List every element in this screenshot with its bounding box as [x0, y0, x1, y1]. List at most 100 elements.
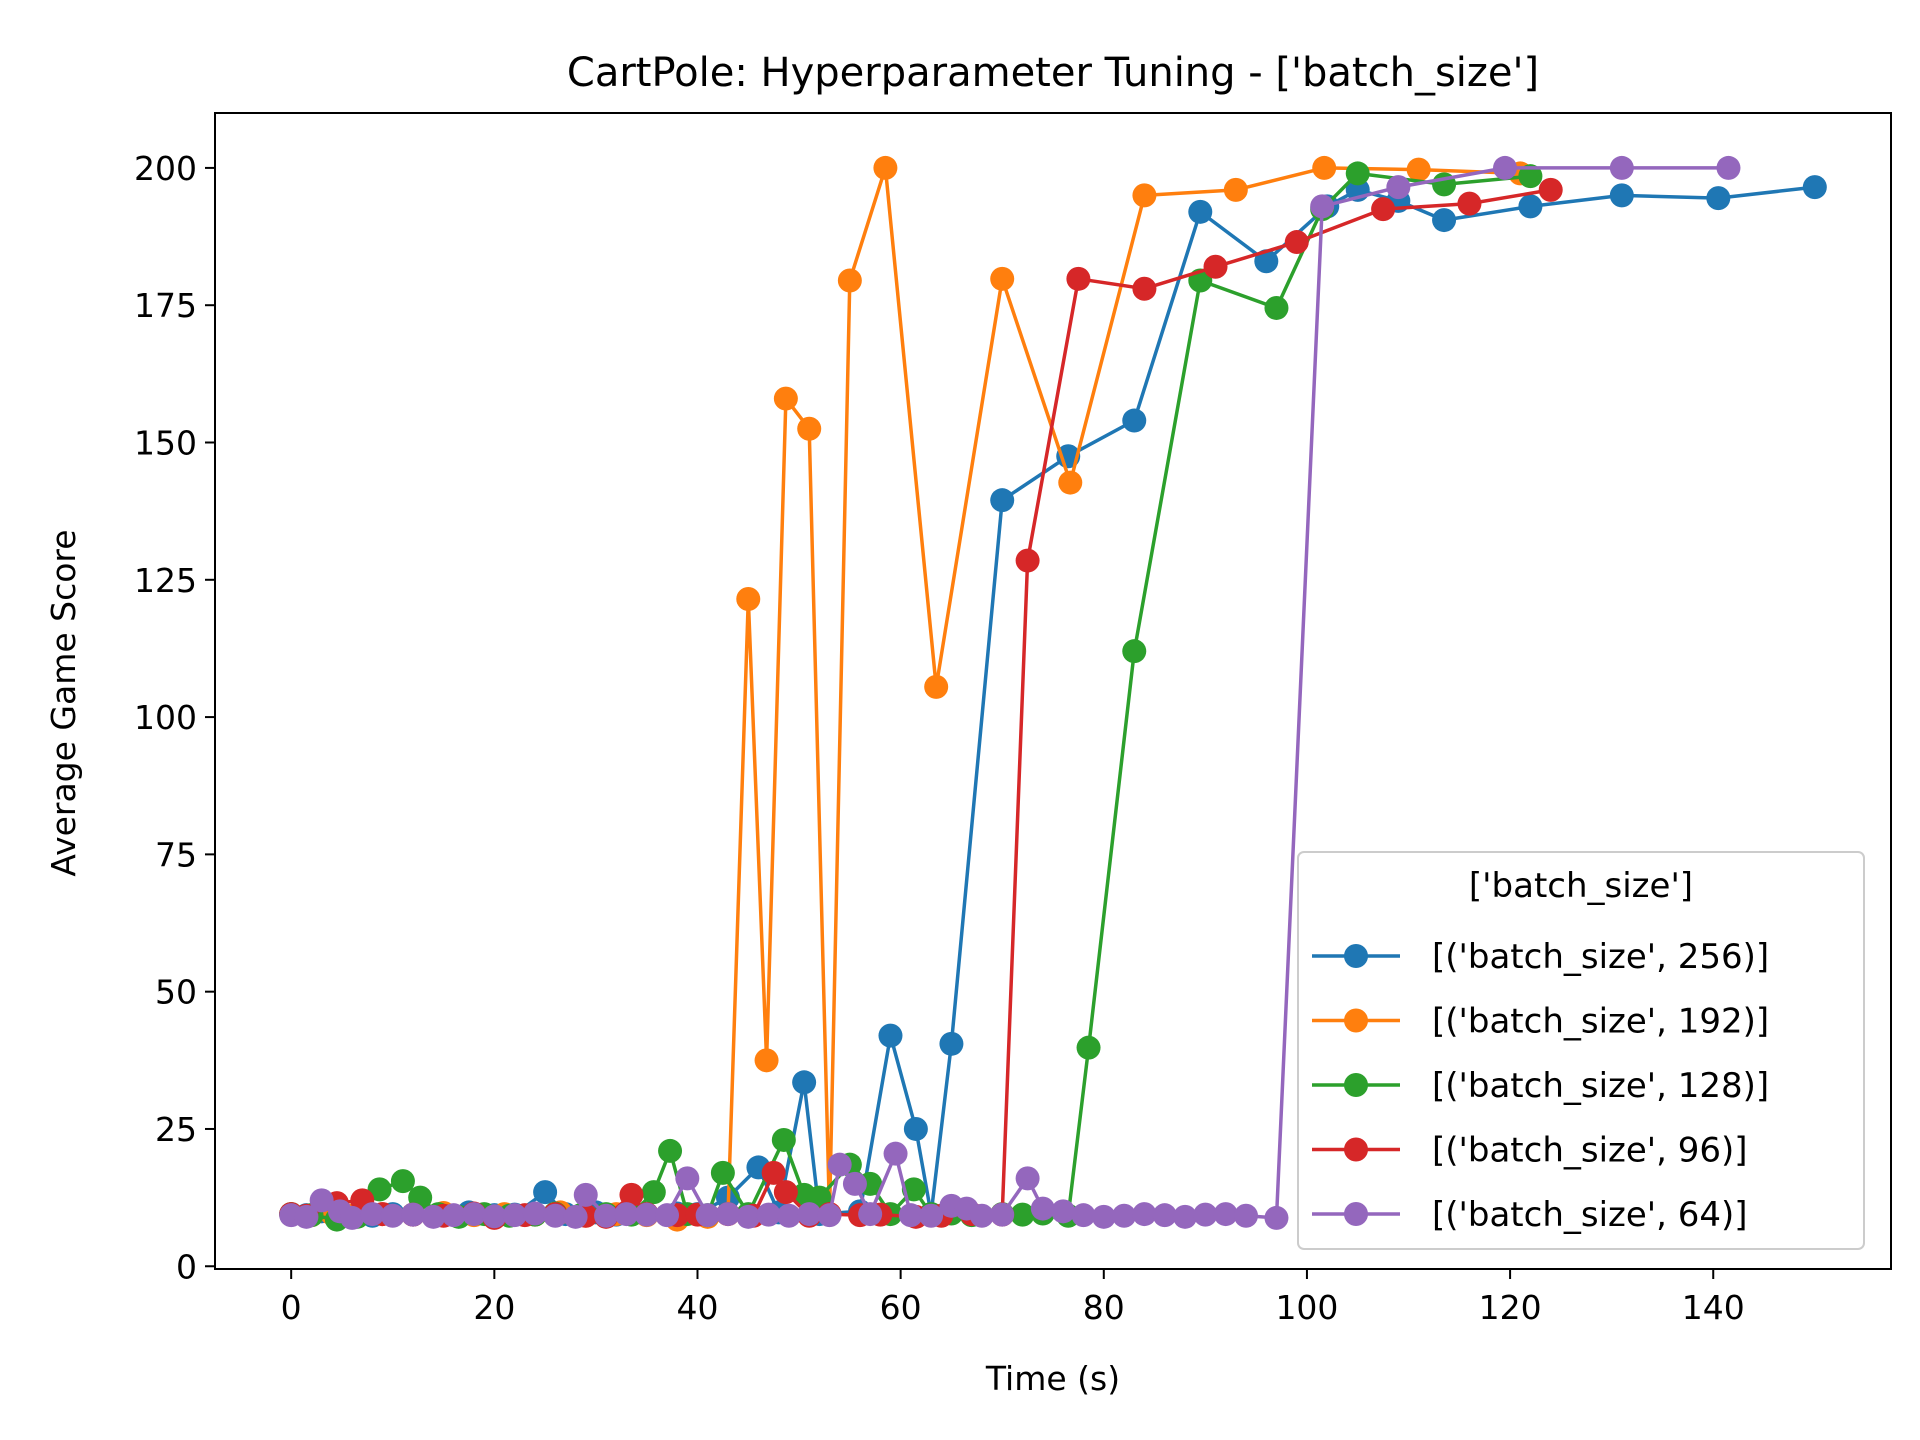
x-axis-label: Time (s)	[985, 1359, 1120, 1398]
data-point	[1066, 266, 1091, 291]
data-point	[1058, 470, 1083, 495]
data-point	[1132, 1202, 1157, 1227]
data-point	[797, 416, 822, 441]
data-point	[1518, 194, 1543, 219]
data-point	[309, 1188, 334, 1213]
data-point	[883, 1141, 908, 1166]
data-point	[990, 1202, 1015, 1227]
data-point	[1264, 1205, 1289, 1230]
data-point	[641, 1180, 666, 1205]
data-point	[1706, 186, 1731, 211]
x-tick-label: 60	[880, 1288, 922, 1327]
legend-marker	[1344, 1137, 1368, 1162]
data-point	[1188, 199, 1213, 224]
data-point	[390, 1169, 415, 1194]
data-point	[441, 1203, 466, 1228]
data-point	[919, 1203, 944, 1228]
data-point	[1076, 1035, 1101, 1060]
data-point	[367, 1177, 392, 1202]
x-tick-label: 100	[1275, 1288, 1338, 1327]
legend-label: [('batch_size', 256)]	[1432, 937, 1769, 977]
legend-box	[1297, 851, 1865, 1250]
data-point	[594, 1203, 619, 1228]
data-point	[340, 1205, 365, 1230]
data-point	[710, 1160, 735, 1185]
data-point	[842, 1171, 867, 1196]
data-point	[754, 1048, 779, 1073]
data-point	[736, 587, 761, 612]
data-point	[797, 1202, 822, 1227]
data-point	[533, 1180, 558, 1205]
data-point	[990, 266, 1015, 291]
y-tick-label: 25	[155, 1110, 197, 1149]
data-point	[1493, 155, 1518, 180]
data-point	[401, 1202, 426, 1227]
x-tick-label: 120	[1479, 1288, 1542, 1327]
y-tick-label: 75	[155, 835, 197, 874]
plot-frame	[214, 112, 1892, 1270]
data-point	[1371, 197, 1396, 222]
data-point	[873, 155, 898, 180]
data-point	[1030, 1196, 1055, 1221]
data-point	[1406, 157, 1431, 182]
legend: ['batch_size'] [('batch_size', 256)][('b…	[1297, 851, 1865, 1250]
data-point	[1716, 155, 1741, 180]
data-point	[827, 1152, 852, 1177]
data-point	[522, 1201, 547, 1226]
data-point	[1122, 408, 1147, 433]
x-tick-label: 0	[281, 1288, 302, 1327]
data-point	[858, 1202, 883, 1227]
data-point	[502, 1203, 527, 1228]
data-point	[1112, 1203, 1137, 1228]
x-axis-ticks: 0 20 40 60 80 100 120 140	[281, 1269, 1745, 1327]
data-point	[901, 1177, 926, 1202]
plot-area	[279, 155, 1827, 1232]
y-tick-label: 150	[134, 424, 197, 463]
data-point	[756, 1202, 781, 1227]
data-point	[658, 1138, 683, 1163]
data-point	[1609, 183, 1634, 208]
data-point	[573, 1182, 598, 1207]
data-point	[619, 1182, 644, 1207]
data-point	[462, 1202, 487, 1227]
data-point	[675, 1166, 700, 1191]
data-point	[294, 1204, 319, 1229]
data-point	[1386, 175, 1411, 200]
data-point	[1051, 1199, 1076, 1224]
data-point	[1132, 276, 1157, 301]
data-point	[1345, 161, 1370, 186]
legend-marker	[1344, 1202, 1368, 1226]
data-point	[1132, 183, 1157, 208]
data-point	[903, 1116, 928, 1141]
data-point	[898, 1203, 923, 1228]
y-tick-label: 125	[134, 561, 197, 600]
data-point	[1015, 548, 1040, 573]
data-point	[634, 1202, 659, 1227]
chart-title: CartPole: Hyperparameter Tuning - ['batc…	[567, 50, 1539, 96]
data-point	[773, 386, 798, 411]
legend-marker	[1344, 944, 1368, 968]
legend-marker	[1344, 1073, 1368, 1097]
y-tick-label: 100	[134, 698, 197, 737]
data-point	[421, 1204, 446, 1229]
data-point	[482, 1204, 507, 1229]
data-point	[1213, 1202, 1238, 1227]
data-point	[990, 488, 1015, 513]
x-tick-label: 80	[1083, 1288, 1125, 1327]
y-axis-ticks: 0 25 50 75 100 125 150 175 200	[134, 149, 215, 1286]
data-point	[1193, 1202, 1218, 1227]
series-4	[279, 155, 1741, 1230]
legend-label: [('batch_size', 96)]	[1432, 1131, 1748, 1171]
data-point	[1609, 155, 1634, 180]
data-point	[360, 1202, 385, 1227]
data-point	[1254, 249, 1279, 274]
data-point	[1010, 1202, 1035, 1227]
data-point	[792, 1070, 817, 1095]
y-tick-label: 0	[176, 1247, 197, 1286]
data-point	[837, 268, 862, 293]
legend-label: [('batch_size', 64)]	[1432, 1195, 1748, 1235]
data-point	[695, 1203, 720, 1228]
data-point	[1264, 295, 1289, 320]
data-point	[1432, 208, 1457, 233]
